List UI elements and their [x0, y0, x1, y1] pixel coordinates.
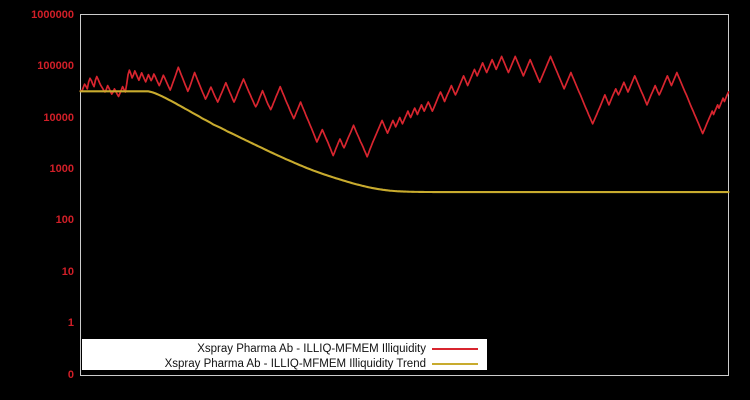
legend-entry-illiquidity-trend: Xspray Pharma Ab - ILLIQ-MFMEM Illiquidi…: [83, 356, 488, 371]
y-tick-label-100000: 100000: [37, 60, 74, 73]
chart-legend: Xspray Pharma Ab - ILLIQ-MFMEM Illiquidi…: [82, 339, 487, 370]
legend-entry-illiquidity: Xspray Pharma Ab - ILLIQ-MFMEM Illiquidi…: [83, 341, 488, 356]
y-tick-label-0: 0: [67, 368, 74, 381]
series-line-illiquidity-trend: [79, 90, 730, 194]
y-tick-label-100: 100: [55, 214, 74, 227]
y-tick-label-10000: 10000: [43, 111, 74, 124]
legend-label-illiquidity-trend: Xspray Pharma Ab - ILLIQ-MFMEM Illiquidi…: [164, 357, 426, 370]
legend-label-illiquidity: Xspray Pharma Ab - ILLIQ-MFMEM Illiquidi…: [197, 342, 426, 355]
legend-swatch-illiquidity: [432, 347, 478, 350]
plot-frame: [80, 14, 729, 376]
legend-swatch-illiquidity-trend: [432, 362, 478, 365]
y-tick-label-10: 10: [61, 265, 74, 278]
series-layer: [79, 55, 730, 194]
series-line-illiquidity: [79, 55, 730, 158]
y-tick-label-1: 1: [67, 316, 74, 329]
y-tick-label-1000: 1000: [49, 162, 74, 175]
y-tick-label-1000000: 1000000: [31, 9, 74, 21]
